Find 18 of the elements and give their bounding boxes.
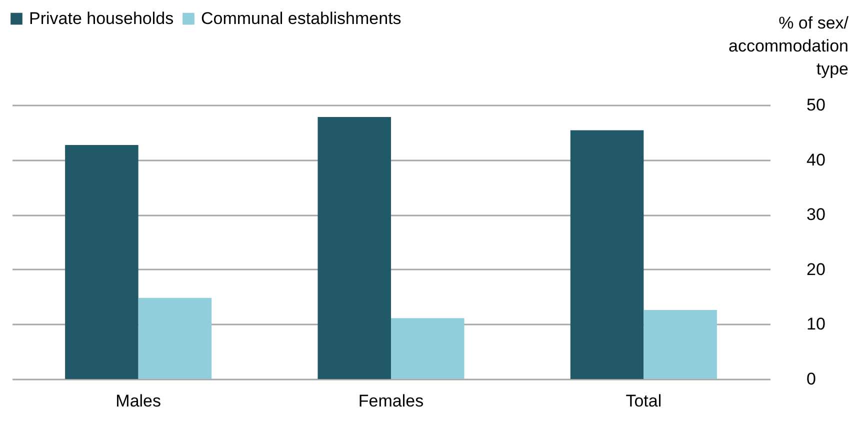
legend-label: Communal establishments <box>201 8 402 28</box>
y-tick-label: 50 <box>806 96 826 114</box>
y-tick-label: 0 <box>806 370 816 388</box>
bar <box>138 298 212 379</box>
bar <box>65 145 138 379</box>
bar <box>318 117 391 379</box>
bar <box>570 130 644 379</box>
y-tick-label: 30 <box>806 205 826 224</box>
y-tick-label: 40 <box>806 150 826 170</box>
x-tick-label: Total <box>626 392 662 410</box>
y-axis-title: % of sex/ accommodation type <box>728 14 849 78</box>
bar <box>644 310 717 379</box>
y-tick-label: 20 <box>806 260 826 279</box>
x-tick-label: Males <box>116 392 162 410</box>
legend-label: Private households <box>29 8 174 28</box>
x-tick-label: Females <box>358 392 424 410</box>
bar <box>391 318 464 379</box>
y-tick-label: 10 <box>806 314 826 334</box>
